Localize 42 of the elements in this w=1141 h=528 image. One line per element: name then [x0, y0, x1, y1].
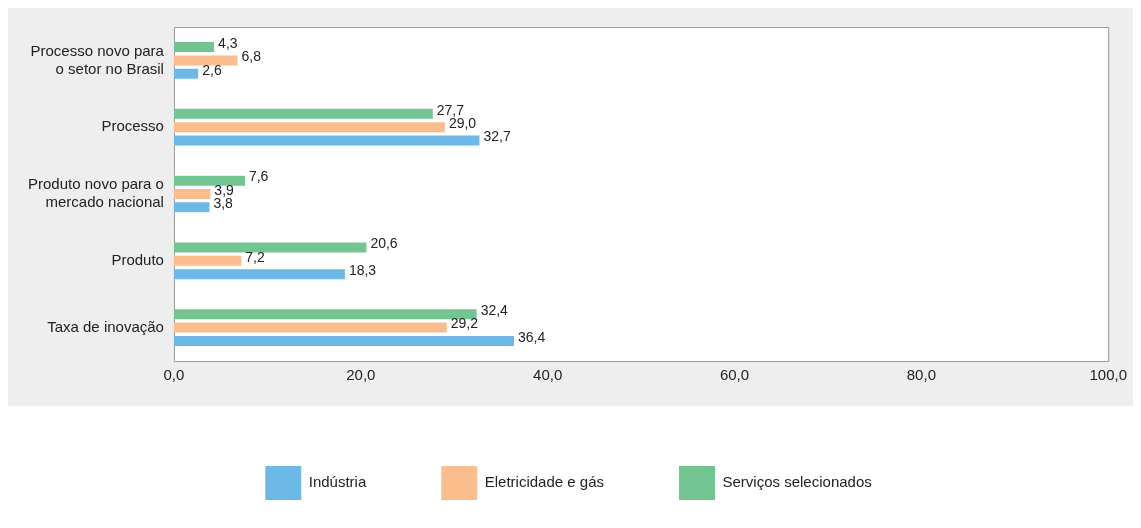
bar: [173, 175, 245, 186]
data-label: 4,3: [218, 34, 238, 51]
x-tick-label: 40,0: [533, 366, 563, 384]
x-tick-label: 0,0: [163, 366, 185, 384]
data-label: 32,7: [483, 128, 511, 145]
data-label: 7,2: [245, 248, 265, 265]
legend-label: Serviços selecionados: [722, 473, 872, 491]
data-label: 27,7: [436, 101, 465, 118]
data-label: 32,4: [480, 302, 509, 319]
x-tick-label: 80,0: [906, 366, 936, 384]
data-label: 2,6: [202, 61, 222, 78]
bar: [173, 255, 242, 266]
y-tick-label: Processo: [101, 117, 164, 135]
legend-label: Eletricidade e gás: [484, 473, 605, 491]
x-tick-label: 100,0: [1089, 366, 1128, 384]
data-label: 18,3: [348, 262, 377, 279]
data-label: 6,8: [241, 48, 262, 65]
bar: [173, 42, 215, 53]
bar: [173, 309, 477, 320]
bar: [173, 108, 433, 119]
y-tick-label: Taxa de inovação: [47, 317, 164, 335]
bar: [173, 135, 480, 146]
data-label: 7,6: [248, 168, 269, 185]
bar: [173, 68, 199, 79]
bar: [173, 269, 345, 280]
data-label: 20,6: [370, 235, 398, 252]
bar: [173, 55, 238, 66]
bar: [173, 202, 210, 213]
data-label: 36,4: [518, 328, 546, 345]
bar: [173, 322, 447, 333]
data-label: 3,9: [214, 181, 235, 198]
bar: [173, 335, 515, 346]
x-tick-label: 60,0: [719, 366, 750, 384]
legend-label: Indústria: [308, 473, 367, 491]
y-tick-label: Produto novo para o mercado nacional: [27, 175, 164, 211]
bar: [173, 188, 211, 200]
data-label: 29,2: [450, 315, 479, 332]
y-tick-label: Produto: [111, 250, 164, 268]
bar: [173, 122, 445, 133]
y-tick-label: Processo novo para o setor no Brasil: [30, 41, 165, 77]
bar: [173, 242, 367, 253]
x-tick-label: 20,0: [346, 366, 376, 384]
